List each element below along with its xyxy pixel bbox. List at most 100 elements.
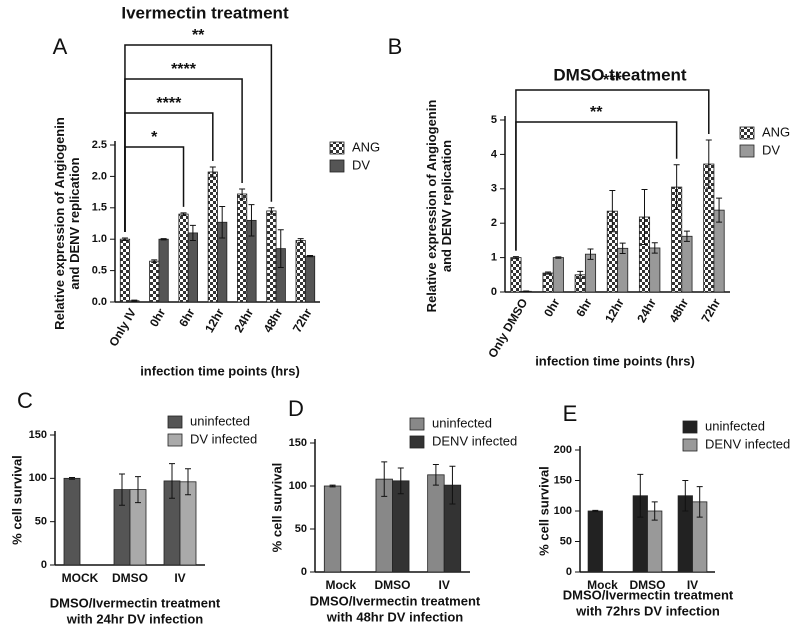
- error-bar: [696, 486, 703, 518]
- error-bar: [651, 501, 658, 521]
- error-bar: [682, 480, 689, 512]
- x-tick-label: DMSO: [112, 571, 148, 585]
- panel-letter: D: [288, 396, 304, 421]
- y-tick-label: 1.0: [92, 233, 107, 245]
- error-bar: [705, 139, 712, 189]
- x-tick-label: IV: [174, 571, 185, 585]
- error-bar: [180, 212, 187, 216]
- x-axis-label: with 72hrs DV infection: [575, 603, 720, 618]
- y-tick-label: 50: [35, 516, 47, 528]
- y-tick-label: 0.5: [92, 265, 107, 277]
- x-tick-label: 24hr: [634, 296, 659, 325]
- bar: [587, 510, 603, 573]
- error-bar: [716, 197, 723, 223]
- y-tick-label: 0: [41, 559, 47, 571]
- y-axis-label: % cell survival: [536, 466, 551, 556]
- y-tick-label: 100: [29, 472, 47, 484]
- legend-label: ANG: [762, 124, 790, 139]
- significance-bracket: [515, 121, 678, 251]
- error-bar: [219, 206, 226, 239]
- legend-label: DV: [352, 157, 370, 172]
- error-bar: [131, 299, 138, 302]
- x-tick-label: IV: [687, 578, 698, 592]
- error-bar: [381, 461, 388, 497]
- error-bar: [592, 509, 599, 513]
- x-tick-label: Only DMSO: [485, 296, 530, 360]
- legend-label: DENV infected: [705, 436, 790, 451]
- error-bar: [135, 476, 141, 504]
- legend-swatch: [739, 126, 755, 140]
- y-tick-label: 2.0: [92, 170, 107, 182]
- error-bar: [577, 270, 584, 279]
- error-bar: [160, 238, 167, 241]
- error-bar: [209, 166, 216, 178]
- x-axis-label: with 48hr DV infection: [326, 609, 464, 624]
- y-axis-label: and DENV replication: [67, 157, 82, 289]
- error-bar: [609, 190, 616, 233]
- bar: [149, 260, 160, 303]
- error-bar: [651, 242, 658, 254]
- x-tick-label: IV: [438, 578, 449, 592]
- y-tick-label: 1: [491, 252, 497, 264]
- error-bar: [397, 467, 404, 495]
- error-bar: [523, 290, 530, 293]
- y-tick-label: 100: [554, 505, 572, 517]
- legend-label: uninfected: [190, 413, 250, 428]
- legend-swatch: [409, 435, 425, 449]
- x-axis-label: DMSO/Ivermectin treatment: [310, 593, 481, 608]
- error-bar: [239, 188, 246, 200]
- significance-bracket: [515, 89, 710, 251]
- x-tick-label: MOCK: [62, 571, 99, 585]
- bar: [158, 238, 169, 303]
- y-tick-label: 150: [289, 437, 307, 449]
- y-tick-label: 0.0: [92, 296, 107, 308]
- error-bar: [641, 188, 648, 246]
- bar: [295, 240, 306, 303]
- y-tick-label: 50: [560, 535, 572, 547]
- error-bar: [673, 164, 680, 210]
- y-tick-label: 50: [295, 523, 307, 535]
- error-bar: [449, 465, 456, 505]
- bar: [266, 210, 277, 303]
- bar: [584, 253, 597, 293]
- bar: [237, 193, 248, 303]
- x-tick-label: 72hr: [290, 306, 315, 335]
- x-axis-label: infection time points (hrs): [535, 353, 695, 368]
- significance-label: ***: [603, 72, 622, 89]
- bar: [178, 213, 189, 303]
- legend-swatch: [409, 417, 425, 431]
- legend-swatch: [682, 420, 698, 434]
- error-bar: [121, 237, 128, 241]
- error-bar: [545, 271, 552, 275]
- bar: [392, 480, 410, 573]
- x-tick-label: DMSO: [375, 578, 411, 592]
- error-bar: [151, 259, 158, 263]
- legend-label: uninfected: [432, 415, 492, 430]
- y-tick-label: 0: [566, 566, 572, 578]
- panel-letter: A: [53, 34, 68, 59]
- y-tick-label: 200: [554, 444, 572, 456]
- error-bar: [307, 255, 314, 258]
- bar: [119, 238, 131, 303]
- error-bar: [637, 473, 644, 518]
- error-bar: [169, 463, 175, 499]
- bar: [427, 474, 445, 573]
- significance-bracket: [124, 146, 185, 232]
- x-tick-label: Mock: [587, 578, 618, 592]
- error-bar: [432, 464, 439, 486]
- y-axis-label: % cell survival: [269, 463, 284, 553]
- error-bar: [512, 256, 519, 260]
- significance-bracket: [124, 44, 273, 232]
- chart-title: Ivermectin treatment: [121, 3, 289, 22]
- legend-swatch: [167, 433, 183, 447]
- error-bar: [329, 484, 336, 488]
- x-tick-label: 6hr: [176, 306, 198, 329]
- x-axis-label: DMSO/Ivermectin treatment: [563, 587, 734, 602]
- error-bar: [185, 468, 191, 496]
- error-bar: [268, 207, 275, 215]
- y-tick-label: 2: [491, 217, 497, 229]
- bar: [207, 171, 218, 303]
- x-axis-label: with 24hr DV infection: [66, 611, 204, 626]
- y-tick-label: 5: [491, 114, 497, 126]
